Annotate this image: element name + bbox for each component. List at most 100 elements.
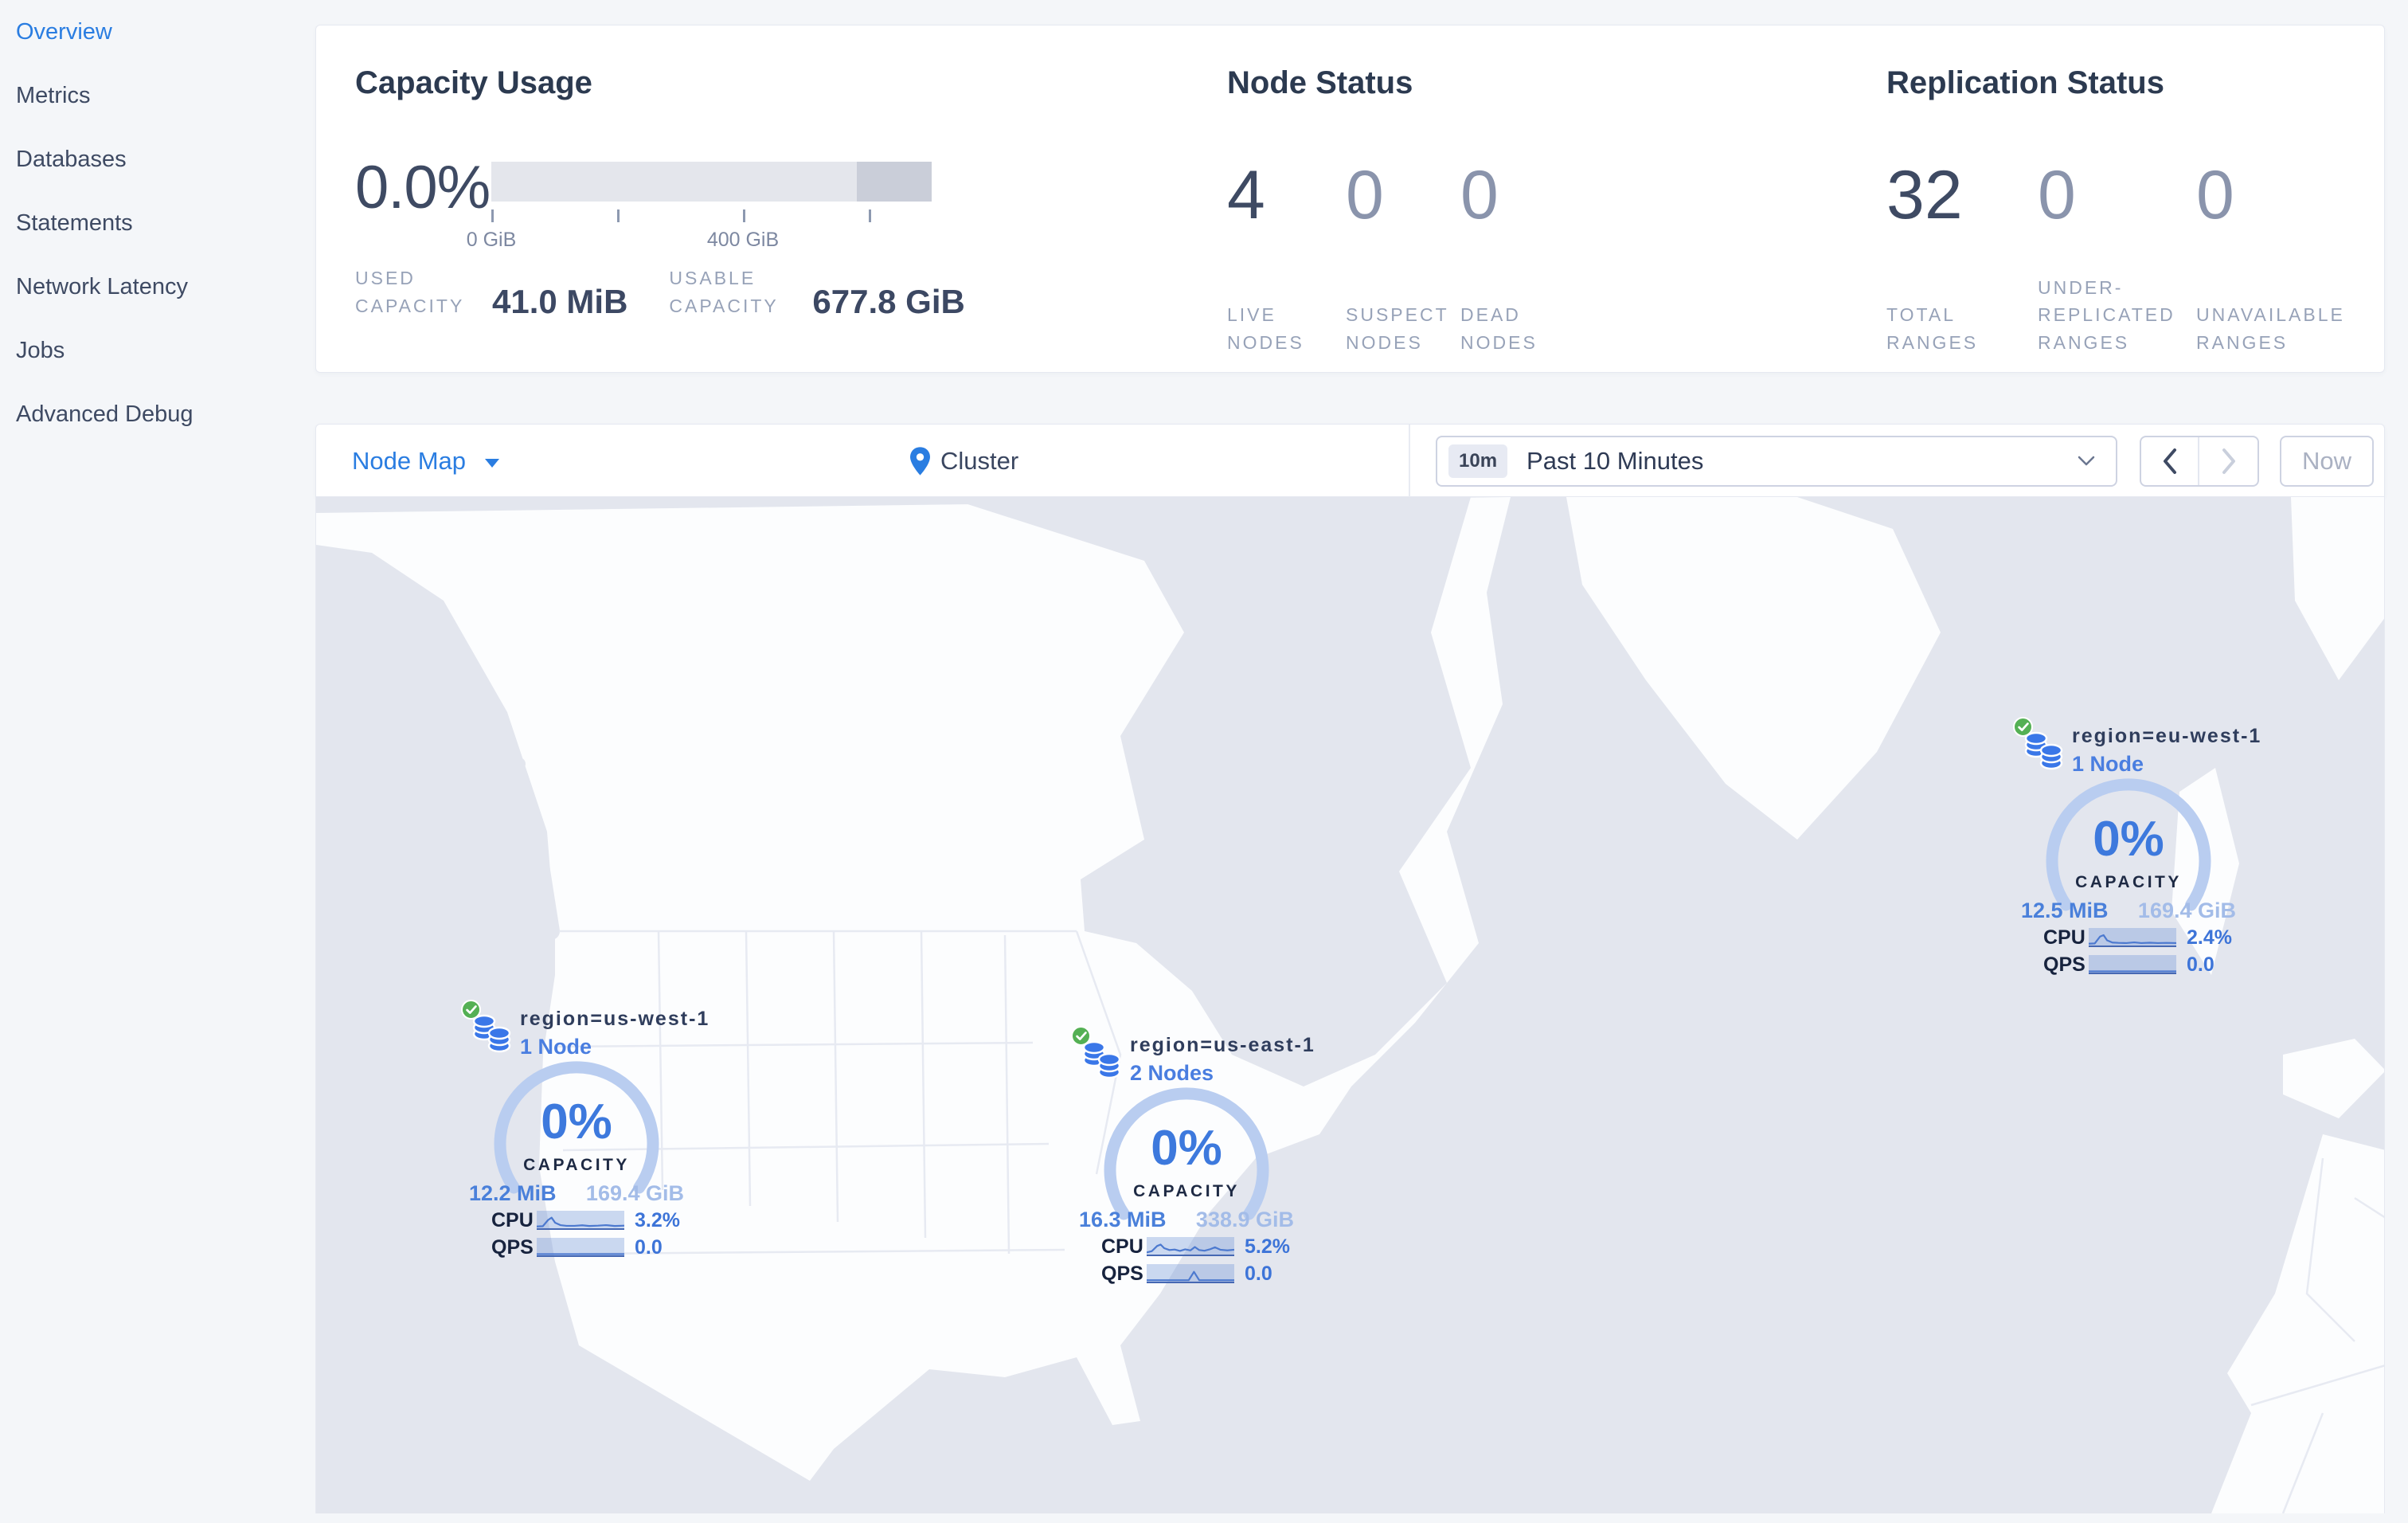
cpu-value: 2.4% [2187, 926, 2232, 949]
sidebar-item-databases[interactable]: Databases [16, 146, 127, 172]
suspect-nodes-label: SUSPECT NODES [1346, 304, 1449, 353]
region-used-capacity: 12.5 MiB [2021, 899, 2109, 922]
region-capacity-percent: 0% [541, 1094, 612, 1149]
axis-tick [869, 209, 871, 222]
cpu-sparkline [1147, 1237, 1234, 1256]
used-capacity-label: USED CAPACITY [355, 268, 465, 316]
unavailable-ranges-stat: 0 UNAVAILABLE RANGES [2196, 161, 2371, 356]
map-pin-icon [910, 447, 930, 476]
region-qps-metric: QPS 0.0 [461, 1236, 692, 1259]
chevron-right-icon [2222, 448, 2235, 474]
qps-label: QPS [491, 1236, 534, 1259]
live-nodes-stat: 4 LIVE NODES [1227, 161, 1346, 356]
suspect-nodes-value: 0 [1346, 157, 1384, 233]
dead-nodes-label: DEAD NODES [1460, 304, 1538, 353]
region-node-count-link[interactable]: 1 Node [2072, 752, 2144, 776]
region-capacity-values: 12.5 MiB 169.4 GiB [2021, 899, 2236, 923]
axis-tick [491, 209, 494, 222]
capacity-bar-chart: 0 GiB 400 GiB [467, 162, 932, 265]
live-nodes-label: LIVE NODES [1227, 304, 1304, 353]
region-cpu-metric: CPU 3.2% [461, 1209, 692, 1231]
under-replicated-ranges-value: 0 [2038, 157, 2076, 233]
region-name: region=eu-west-1 [2072, 725, 2262, 747]
world-map-graphic [316, 497, 2384, 1513]
axis-tick-label: 400 GiB [706, 229, 780, 251]
view-selector-dropdown[interactable]: Node Map [352, 425, 500, 498]
region-capacity-values: 12.2 MiB 169.4 GiB [469, 1181, 684, 1206]
capacity-used-percent: 0.0% [355, 154, 491, 221]
qps-sparkline [537, 1238, 624, 1257]
qps-value: 0.0 [1245, 1263, 1272, 1285]
region-capacity-label: CAPACITY [1133, 1182, 1240, 1200]
qps-label: QPS [2043, 953, 2086, 976]
region-used-capacity: 16.3 MiB [1079, 1208, 1167, 1231]
qps-value: 0.0 [635, 1236, 663, 1259]
qps-label: QPS [1101, 1263, 1143, 1285]
capacity-gauge-arc [494, 1061, 659, 1194]
database-nodes-icon [1082, 1040, 1121, 1079]
under-replicated-ranges-stat: 0 UNDER-REPLICATED RANGES [2038, 161, 2196, 356]
time-step-forward-button[interactable] [2199, 437, 2258, 485]
region-marker-eu-west-1: region=eu-west-1 1 Node 0% CAPACITY 12.5… [2013, 717, 2260, 981]
dead-nodes-stat: 0 DEAD NODES [1460, 161, 1620, 356]
total-ranges-stat: 32 TOTAL RANGES [1886, 161, 2038, 356]
region-node-count-link[interactable]: 1 Node [520, 1035, 592, 1059]
capacity-bar-track [491, 162, 932, 202]
capacity-usage-title: Capacity Usage [355, 65, 592, 100]
region-used-capacity: 12.2 MiB [469, 1181, 557, 1205]
time-range-select[interactable]: 10m Past 10 Minutes [1436, 436, 2117, 487]
axis-tick [617, 209, 620, 222]
sidebar-item-jobs[interactable]: Jobs [16, 337, 65, 363]
region-cpu-metric: CPU 2.4% [2013, 926, 2244, 949]
qps-sparkline [1147, 1264, 1234, 1283]
suspect-nodes-stat: 0 SUSPECT NODES [1346, 161, 1460, 356]
axis-tick-label: 0 GiB [466, 229, 517, 251]
region-capacity-label: CAPACITY [2075, 873, 2182, 891]
region-name: region=us-west-1 [520, 1008, 710, 1030]
breadcrumb[interactable]: Cluster [909, 425, 1018, 498]
region-capacity-values: 16.3 MiB 338.9 GiB [1079, 1208, 1294, 1232]
capacity-bar-reserved-segment [857, 162, 932, 202]
time-range-badge: 10m [1448, 444, 1508, 478]
replication-status-section: Replication Status 32 TOTAL RANGES 0 UND… [1886, 25, 2380, 374]
now-button[interactable]: Now [2280, 436, 2374, 487]
capacity-stats-row: USED CAPACITY 41.0 MiB USABLE CAPACITY 6… [355, 264, 965, 319]
region-capacity-percent: 0% [1151, 1121, 1222, 1176]
region-total-capacity: 338.9 GiB [1195, 1208, 1294, 1231]
caret-down-icon [485, 458, 500, 468]
region-cpu-metric: CPU 5.2% [1071, 1235, 1302, 1258]
replication-status-stats: 32 TOTAL RANGES 0 UNDER-REPLICATED RANGE… [1886, 161, 2371, 356]
total-ranges-label: TOTAL RANGES [1886, 304, 1979, 353]
cpu-value: 5.2% [1245, 1235, 1290, 1258]
time-step-back-button[interactable] [2141, 437, 2199, 485]
sidebar-item-advanced-debug[interactable]: Advanced Debug [16, 401, 194, 427]
chevron-down-icon [2078, 456, 2095, 466]
axis-tick [743, 209, 745, 222]
under-replicated-ranges-label: UNDER-REPLICATED RANGES [2038, 276, 2175, 353]
sidebar: Overview Metrics Databases Statements Ne… [0, 0, 315, 1523]
sidebar-item-network-latency[interactable]: Network Latency [16, 273, 188, 300]
database-nodes-icon [472, 1014, 511, 1053]
region-node-count-link[interactable]: 2 Nodes [1130, 1061, 1214, 1085]
cpu-label: CPU [1101, 1235, 1143, 1258]
toolbar-divider [1409, 425, 1410, 498]
database-nodes-icon [2024, 731, 2063, 770]
qps-value: 0.0 [2187, 953, 2214, 976]
cpu-sparkline [2089, 928, 2176, 947]
region-name: region=us-east-1 [1130, 1034, 1315, 1056]
cpu-value: 3.2% [635, 1209, 680, 1231]
total-ranges-value: 32 [1886, 157, 1963, 233]
usable-capacity-label: USABLE CAPACITY [669, 268, 779, 316]
region-total-capacity: 169.4 GiB [585, 1181, 684, 1205]
sidebar-item-metrics[interactable]: Metrics [16, 82, 91, 108]
breadcrumb-label: Cluster [940, 447, 1019, 475]
sidebar-item-overview[interactable]: Overview [16, 18, 112, 45]
node-map: region=us-west-1 1 Node 0% CAPACITY 12.2… [315, 497, 2385, 1513]
now-button-label: Now [2301, 447, 2351, 475]
region-qps-metric: QPS 0.0 [2013, 953, 2244, 976]
cluster-summary-panel: Capacity Usage 0.0% 0 GiB 400 GiB USED C… [315, 25, 2385, 373]
region-total-capacity: 169.4 GiB [2137, 899, 2236, 922]
sidebar-item-statements[interactable]: Statements [16, 209, 133, 236]
view-selector-label: Node Map [352, 447, 467, 475]
capacity-gauge-arc [1104, 1087, 1269, 1220]
